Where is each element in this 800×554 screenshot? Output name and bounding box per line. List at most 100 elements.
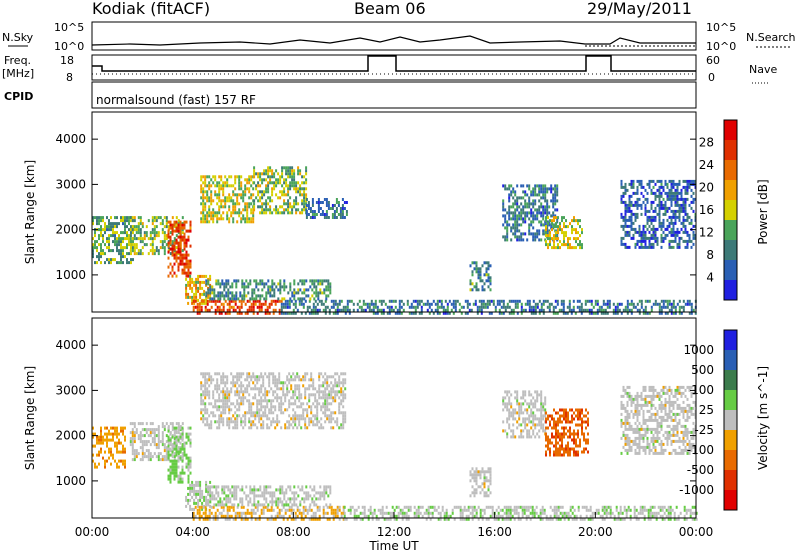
echo-cell (272, 517, 275, 521)
echo-cell (317, 210, 320, 213)
colorbar-swatch (724, 180, 737, 200)
echo-cell (544, 187, 547, 191)
echo-cell (185, 504, 188, 508)
echo-cell (266, 390, 269, 394)
echo-cell (261, 190, 264, 194)
echo-cell (294, 417, 297, 421)
echo-cell (437, 511, 440, 515)
echo-cell (488, 299, 491, 303)
echo-cell (298, 393, 301, 397)
echo-cell (318, 514, 321, 518)
echo-cell (248, 205, 251, 209)
echo-cell (222, 423, 225, 427)
echo-cell (94, 462, 96, 466)
echo-cell (191, 480, 194, 484)
echo-cell (342, 508, 345, 512)
echo-cell (332, 511, 335, 515)
echo-cell (240, 311, 243, 315)
echo-cell (157, 437, 160, 441)
echo-cell (479, 508, 482, 512)
echo-cell (577, 219, 579, 223)
echo-cell (274, 514, 277, 518)
echo-cell (672, 221, 675, 225)
echo-cell (204, 508, 207, 512)
echo-cell (293, 205, 296, 209)
echo-cell (207, 291, 210, 295)
echo-cell (177, 477, 180, 481)
echo-cell (218, 205, 221, 209)
echo-cell (588, 311, 591, 315)
echo-cell (520, 308, 523, 312)
echo-cell (658, 221, 661, 225)
echo-cell (318, 375, 321, 379)
echo-cell (304, 408, 307, 412)
echo-cell (147, 237, 150, 241)
echo-cell (662, 206, 665, 210)
echo-cell (295, 184, 298, 188)
echo-cell (228, 193, 231, 197)
echo-cell (483, 261, 486, 265)
echo-cell (573, 246, 575, 250)
echo-cell (491, 514, 494, 518)
echo-cell (358, 299, 361, 303)
echo-cell (661, 508, 664, 512)
echo-cell (464, 311, 467, 315)
echo-cell (581, 228, 583, 232)
echo-cell (203, 280, 206, 284)
echo-cell (179, 226, 182, 230)
echo-cell (102, 252, 104, 256)
echo-cell (534, 308, 537, 312)
echo-cell (520, 311, 523, 315)
echo-cell (163, 216, 166, 220)
echo-cell (291, 169, 294, 173)
echo-cell (129, 228, 132, 232)
echo-cell (275, 211, 278, 215)
echo-cell (175, 438, 178, 442)
echo-cell (297, 288, 300, 292)
echo-cell (185, 498, 188, 502)
echo-cell (151, 428, 154, 432)
echo-cell (349, 505, 352, 509)
echo-cell (644, 224, 647, 228)
echo-cell (508, 187, 511, 191)
echo-cell (403, 505, 406, 509)
echo-cell (417, 511, 420, 515)
echo-cell (284, 511, 287, 515)
echo-cell (171, 453, 174, 457)
echo-cell (204, 390, 207, 394)
echo-cell (177, 268, 180, 272)
echo-cell (244, 420, 247, 424)
echo-cell (212, 514, 215, 518)
echo-cell (240, 175, 243, 179)
echo-cell (538, 199, 541, 203)
echo-cell (644, 236, 647, 240)
echo-cell (173, 459, 176, 463)
echo-cell (276, 384, 279, 388)
echo-cell (130, 261, 132, 265)
echo-cell (246, 508, 249, 512)
echo-cell (620, 215, 623, 219)
echo-cell (157, 425, 160, 429)
echo-cell (655, 514, 658, 518)
echo-cell (262, 302, 265, 306)
echo-cell (271, 172, 274, 176)
echo-cell (195, 480, 198, 484)
echo-cell (284, 396, 287, 400)
echo-cell (298, 390, 301, 394)
echo-cell (206, 217, 209, 221)
echo-cell (592, 305, 595, 309)
echo-cell (310, 384, 313, 388)
echo-cell (540, 184, 543, 188)
echo-cell (545, 514, 548, 518)
echo-cell (636, 188, 639, 192)
echo-cell (250, 178, 253, 182)
freq-label-line2: [MHz] (2, 67, 34, 80)
echo-cell (262, 508, 265, 512)
echo-cell (646, 215, 649, 219)
echo-cell (208, 175, 211, 179)
echo-cell (258, 417, 261, 421)
echo-cell (206, 190, 209, 194)
echo-cell (236, 175, 239, 179)
echo-cell (159, 222, 162, 226)
echo-cell (328, 308, 331, 312)
